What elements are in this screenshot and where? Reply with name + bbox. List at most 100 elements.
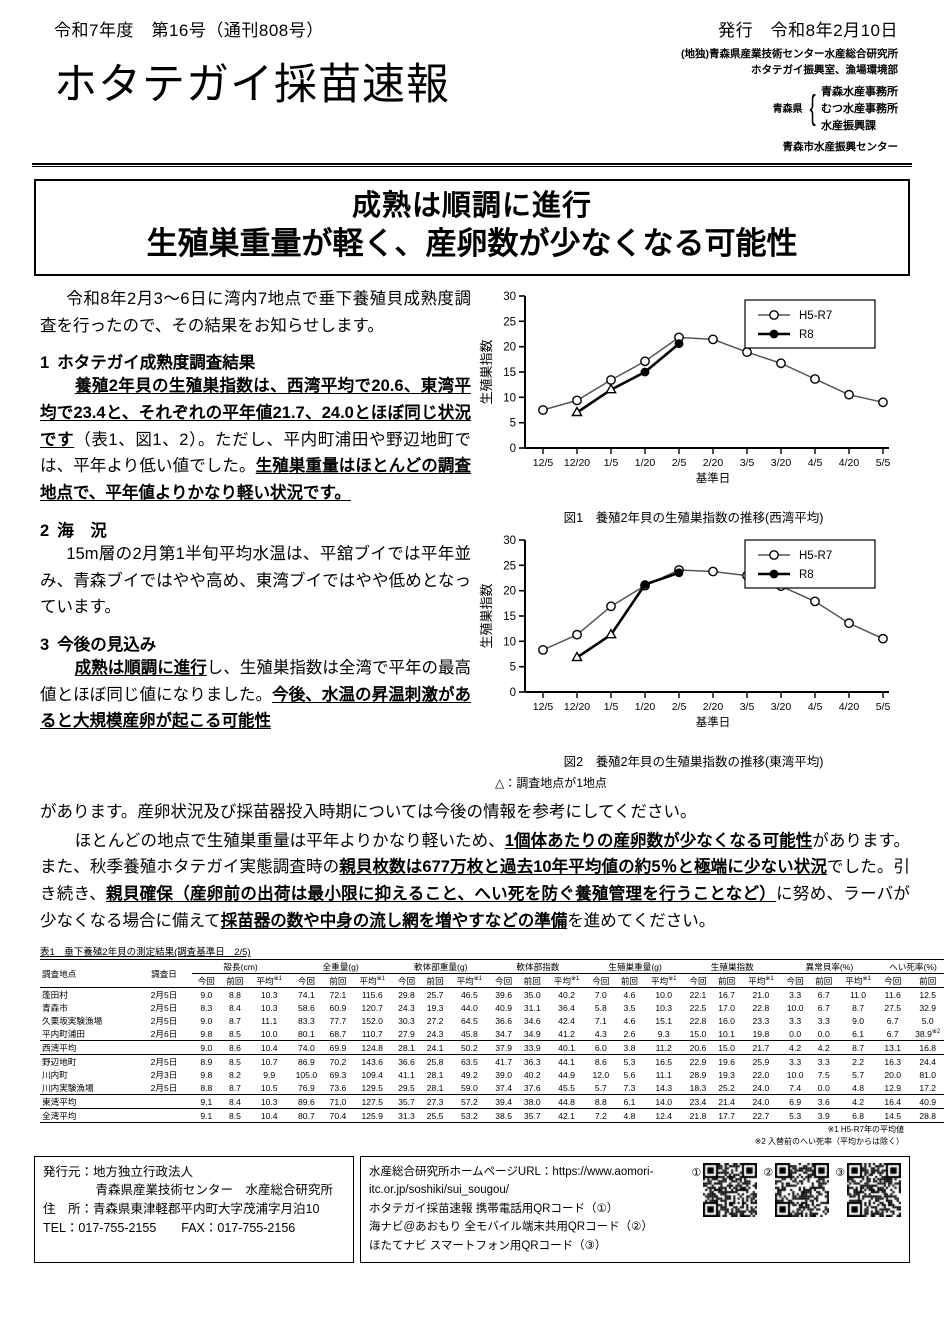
- th-sub-current: 今回: [592, 975, 610, 986]
- th-sub-average: 平均※1: [650, 975, 677, 986]
- cell-value: 10.3: [260, 1002, 278, 1013]
- cell-location: 全湾平均: [42, 1110, 77, 1121]
- homepage-url[interactable]: 水産総合研究所ホームページURL：https://www.aomori-itc.…: [369, 1165, 654, 1197]
- cell-value: 34.9: [523, 1028, 541, 1039]
- cell-value: 70.4: [329, 1110, 347, 1121]
- cell-value: 14.0: [655, 1096, 673, 1107]
- qr-code-icon[interactable]: [703, 1162, 758, 1217]
- qr-code-icon[interactable]: [775, 1162, 830, 1217]
- org-research-institute: (地独)青森県産業技術センター水産総合研究所: [681, 48, 898, 60]
- cell-value: 9.0: [200, 989, 213, 1000]
- cell-value: 6.0: [594, 1042, 607, 1053]
- table-row: 全湾平均 9.1 8.5 10.4 80.7 70.4 125.9 31.3 25.5 53.2 3…: [40, 1109, 944, 1123]
- cell-value: 16.5: [655, 1056, 673, 1067]
- office-item: 水産振興課: [821, 119, 876, 132]
- publisher-box: 発行元：地方独立行政法人 青森県産業技術センター 水産総合研究所 住 所：青森県…: [34, 1155, 354, 1263]
- cell-value: 3.8: [623, 1042, 636, 1053]
- cell-value: 3.5: [623, 1002, 636, 1013]
- cell-value: 27.2: [426, 1015, 444, 1026]
- cell-value: 115.6: [361, 989, 383, 1000]
- th-location: 調査地点: [42, 968, 77, 979]
- th-sub-previous: 前回: [718, 975, 736, 986]
- qr-code-icon[interactable]: [847, 1162, 901, 1217]
- publisher-label: 発行元：地方独立行政法人: [43, 1164, 194, 1179]
- cell-value: 125.9: [361, 1110, 383, 1121]
- cell-value: 21.7: [752, 1042, 770, 1053]
- cell-value: 4.6: [623, 989, 636, 1000]
- cell-date: [136, 1109, 192, 1123]
- cell-value: 6.1: [852, 1028, 865, 1039]
- cell-value: 5.3: [789, 1110, 802, 1121]
- prefecture-label: 青森県: [772, 103, 803, 115]
- section-2-number: 2: [40, 521, 50, 540]
- cell-value: 19.6: [718, 1056, 735, 1067]
- cell-value: 74.0: [298, 1042, 315, 1053]
- th-sub-previous: 前回: [329, 975, 347, 986]
- cell-value: 124.8: [361, 1042, 383, 1053]
- svg-text:30: 30: [503, 291, 516, 303]
- cell-value: 8.5: [228, 1110, 241, 1121]
- table-body: 蓬田村 2月5日 9.0 8.8 10.3 74.1 72.1 115.6 29.8 25.7 46…: [40, 988, 944, 1123]
- section-1-heading: 1 ホタテガイ成熟度調査結果: [40, 349, 471, 373]
- svg-text:H5-R7: H5-R7: [799, 550, 832, 562]
- cell-value: 0.0: [817, 1082, 830, 1093]
- svg-text:1/20: 1/20: [635, 457, 656, 469]
- p4-plain-3: でした。引き続き、: [40, 858, 911, 903]
- cell-value: 9.0: [852, 1015, 865, 1026]
- cell-value: 3.3: [789, 1015, 802, 1026]
- th-sub-previous: 前回: [426, 975, 444, 986]
- cell-value: 42.4: [558, 1015, 575, 1026]
- cell-value: 24.0: [752, 1096, 770, 1107]
- cell-value: 31.3: [398, 1110, 415, 1121]
- s1-underline-1: 養殖2年貝の生殖巣指数は、西湾平均で20.6、東湾平均で23.4と、それぞれの平…: [40, 377, 472, 449]
- th-sub-current: 今回: [397, 975, 416, 986]
- left-text-column: 令和8年2月3～6日に湾内7地点で垂下養殖貝成熟度調査を行ったので、その結果をお…: [34, 286, 471, 795]
- svg-text:20: 20: [503, 342, 516, 354]
- cell-value: 5.7: [852, 1069, 865, 1080]
- section-1-number: 1: [40, 354, 50, 373]
- cell-value: 4.3: [594, 1028, 607, 1039]
- cell-value: 24.4: [919, 1056, 937, 1067]
- cell-value: 69.9: [329, 1042, 347, 1053]
- th-group-gonad-index: 生殖巣指数: [683, 959, 781, 975]
- p4-underline-2: 親貝枚数は677万枚と過去10年平均値の約5％と極端に少ない状況: [339, 858, 828, 877]
- svg-text:5/5: 5/5: [876, 457, 891, 469]
- cell-value: 8.9: [200, 1056, 213, 1067]
- svg-text:R8: R8: [799, 569, 814, 581]
- cell-value: 35.0: [523, 989, 541, 1000]
- cell-value: 8.4: [228, 1002, 241, 1013]
- cell-value: 8.2: [228, 1069, 241, 1080]
- cell-value: 12.0: [592, 1069, 610, 1080]
- th-sub-previous: 前回: [620, 975, 639, 986]
- cell-value: 127.5: [361, 1096, 383, 1107]
- th-sub-average: 平均※1: [553, 975, 580, 986]
- cell-value: 69.3: [329, 1069, 347, 1080]
- cell-value: 6.8: [852, 1110, 865, 1121]
- th-sub-current: 今回: [495, 975, 513, 986]
- cell-value: 76.9: [298, 1082, 315, 1093]
- svg-text:25: 25: [503, 316, 516, 328]
- table-row: 久栗坂実験漁場 2月5日 9.0 8.7 11.1 83.3 77.7 152.0 30.3 27…: [40, 1014, 944, 1027]
- cell-value: 8.7: [852, 1042, 865, 1053]
- cell-value: 11.2: [655, 1042, 672, 1053]
- th-sub-current: 今回: [786, 975, 804, 986]
- cell-value: 37.6: [523, 1082, 541, 1093]
- cell-location: 東湾平均: [42, 1096, 77, 1107]
- qr-item: ①: [691, 1162, 758, 1217]
- cell-value: 8.6: [228, 1042, 241, 1053]
- cell-value: 36.4: [558, 1002, 575, 1013]
- table-row: 蓬田村 2月5日 9.0 8.8 10.3 74.1 72.1 115.6 29.8 25.7 46…: [40, 988, 944, 1002]
- cell-value: 22.5: [689, 1002, 707, 1013]
- cell-value: 10.4: [260, 1042, 278, 1053]
- svg-text:3/20: 3/20: [771, 701, 792, 713]
- links-qr-box: 水産総合研究所ホームページURL：https://www.aomori-itc.…: [360, 1155, 910, 1263]
- cell-value: 9.3: [657, 1028, 670, 1039]
- cell-value: 5.8: [594, 1002, 607, 1013]
- svg-text:0: 0: [510, 443, 516, 455]
- cell-value: 36.6: [495, 1015, 512, 1026]
- cell-location: 平内町浦田: [42, 1028, 85, 1039]
- cell-value: 60.9: [329, 1002, 347, 1013]
- cell-value: 13.1: [884, 1042, 902, 1053]
